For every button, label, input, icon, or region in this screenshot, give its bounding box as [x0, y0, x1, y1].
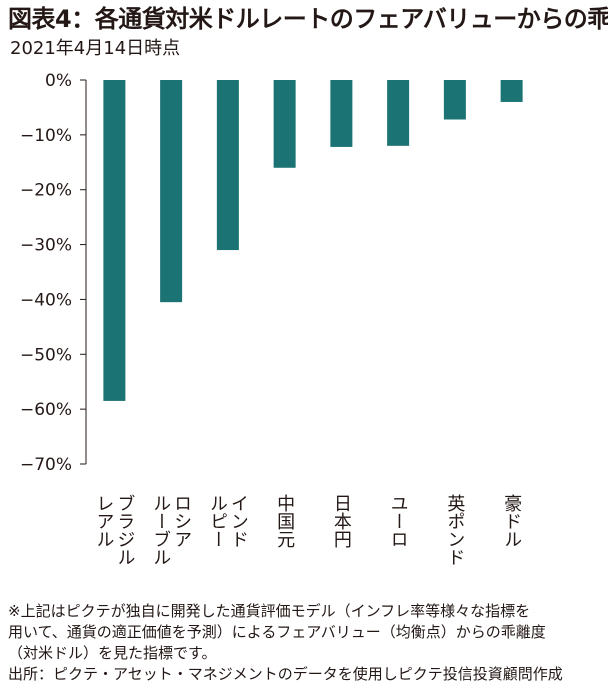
y-axis: 0% −10% −20% −30% −40% −50% −60% −70% [20, 71, 87, 475]
bar [160, 80, 183, 303]
y-tick-label: −40% [20, 290, 72, 310]
y-tick-label: 0% [45, 71, 72, 91]
x-tick-label: レアル [93, 494, 114, 548]
y-tick-label: −10% [20, 126, 72, 146]
y-tick-label: −70% [20, 455, 72, 475]
bar [273, 80, 296, 168]
y-tick-label: −50% [20, 345, 72, 365]
x-tick-label: 豪ドル [501, 494, 522, 548]
x-tick-label: 英ポンド [444, 494, 465, 566]
bar [103, 80, 126, 401]
footnote-line: （対米ドル）を見た指標です。 [8, 644, 217, 662]
x-tick-label: インド [228, 494, 249, 548]
x-tick-label: ユーロ [388, 494, 409, 548]
bar [216, 80, 239, 251]
y-tick-label: −60% [20, 400, 72, 420]
x-tick-label: 中国元 [274, 494, 295, 548]
bar [387, 80, 410, 146]
chart-subtitle: 2021年4月14日時点 [10, 38, 181, 59]
footnote-line: 用いて、通貨の適正価値を予測）によるフェアバリュー（均衡点）からの乖離度 [8, 623, 546, 641]
chart-title: 図表4：各通貨対米ドルレートのフェアバリューからの乖離 [8, 5, 608, 33]
bars [103, 80, 523, 401]
x-tick-label: ロシア [171, 494, 192, 548]
x-tick-label: ルーブル [150, 494, 171, 566]
x-tick-label: ルピー [207, 494, 228, 548]
source-note: 出所：ピクテ・アセット・マネジメントのデータを使用しピクテ投信投資顧問作成 [8, 665, 563, 683]
bar [500, 80, 523, 102]
y-tick-label: −30% [20, 236, 72, 256]
bar [330, 80, 353, 147]
y-tick-label: −20% [20, 181, 72, 201]
footnote-line: ※上記はピクテが独自に開発した通貨評価モデル（インフレ率等様々な指標を [8, 602, 531, 620]
x-tick-label: ブラジル [114, 494, 135, 566]
x-tick-label: 日本円 [331, 494, 352, 549]
footnote: ※上記はピクテが独自に開発した通貨評価モデル（インフレ率等様々な指標を 用いて、… [8, 601, 602, 685]
bar [443, 80, 466, 120]
